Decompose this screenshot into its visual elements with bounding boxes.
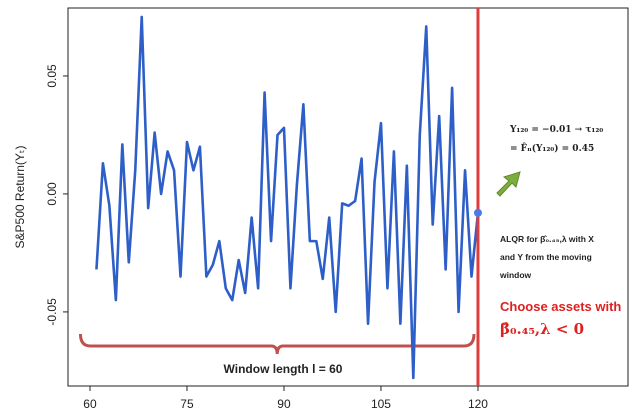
annotation: β̂₀.₄₅,λ < 0 — [500, 320, 584, 338]
x-tick-label: 90 — [277, 397, 291, 411]
x-tick-label: 75 — [180, 397, 194, 411]
y-tick-label: 0.05 — [45, 64, 59, 88]
annotation: Choose assets with — [500, 299, 621, 314]
arrow — [496, 171, 521, 197]
highlight-point — [473, 208, 482, 217]
window-label: Window length l = 60 — [224, 362, 343, 376]
y-axis-label: S&P500 Return(Yₜ) — [13, 146, 27, 249]
annotation: window — [499, 270, 532, 280]
plot-frame — [67, 7, 629, 387]
brace — [78, 333, 476, 355]
y-tick-label: -0.05 — [45, 298, 59, 326]
x-tick-label: 105 — [371, 397, 391, 411]
x-tick-label: 120 — [468, 397, 488, 411]
x-tick-label: 60 — [83, 397, 97, 411]
annotation: ALQR for β̂₀.₄₅,λ with X — [500, 234, 594, 244]
annotation: Y₁₂₀ = −0.01 → τ₁₂₀ — [509, 125, 603, 135]
line — [95, 15, 480, 380]
annotation: = F̂ₙ(Y₁₂₀) = 0.45 — [510, 142, 594, 154]
annotation: and Y from the moving — [500, 252, 592, 262]
y-tick-label: 0.00 — [45, 182, 59, 206]
